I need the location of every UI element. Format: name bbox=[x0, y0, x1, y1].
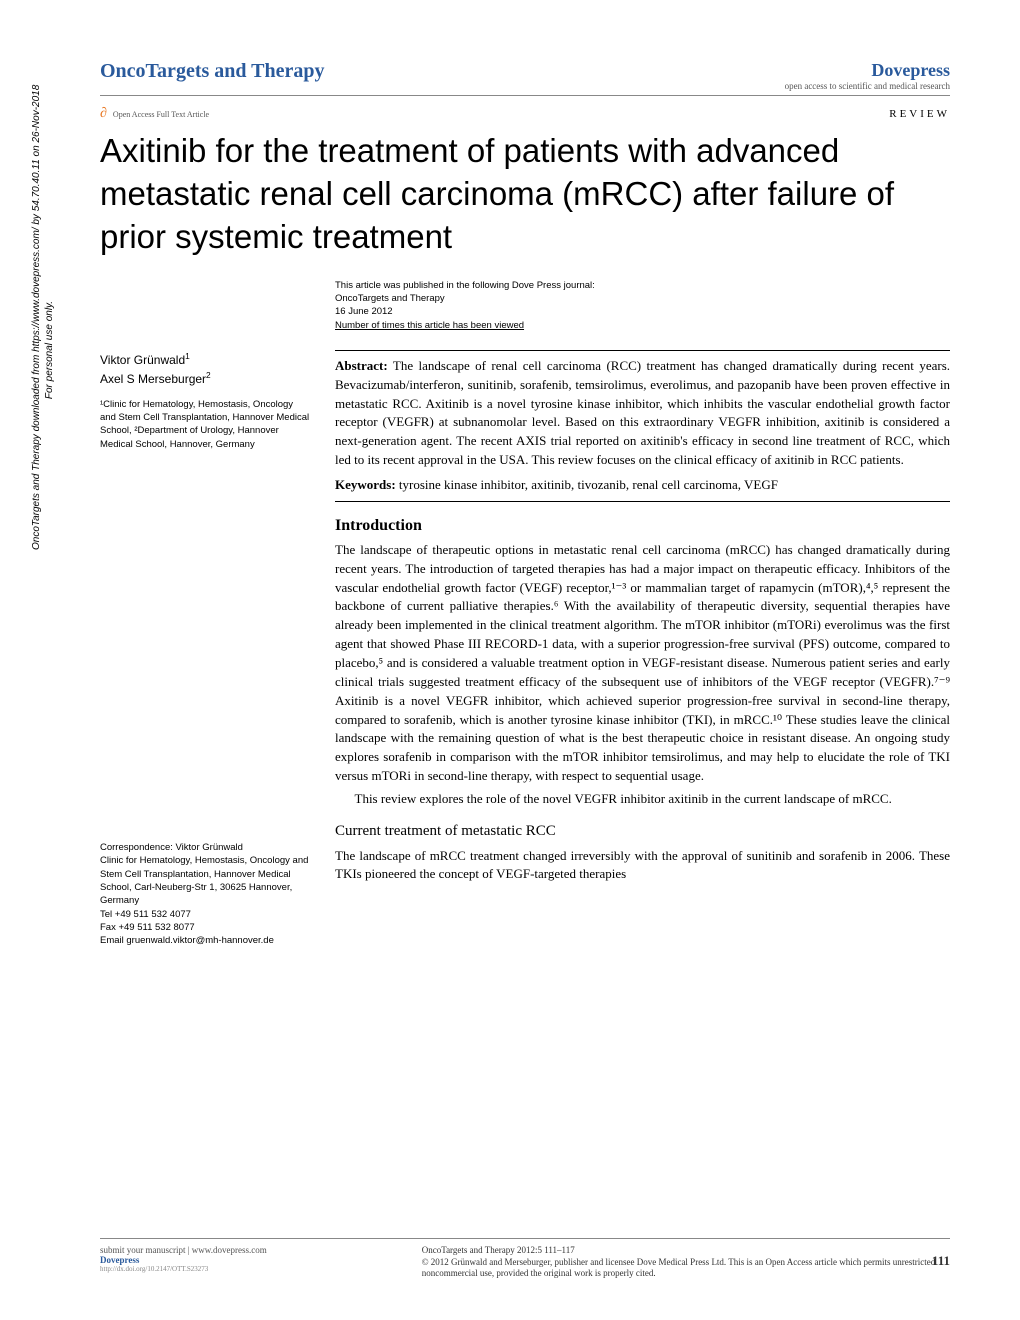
intro-para-2: This review explores the role of the nov… bbox=[335, 790, 950, 809]
authors-block: Viktor Grünwald1 Axel S Merseburger2 bbox=[100, 350, 310, 388]
corr-label: Correspondence: Viktor Grünwald bbox=[100, 841, 310, 854]
author-1-aff: 1 bbox=[185, 351, 190, 361]
footer-right: OncoTargets and Therapy 2012:5 111–117 1… bbox=[422, 1245, 950, 1280]
author-2: Axel S Merseburger bbox=[100, 372, 206, 386]
views-link[interactable]: Number of times this article has been vi… bbox=[335, 319, 950, 332]
open-access-label: Open Access Full Text Article bbox=[113, 110, 209, 119]
corr-email: Email gruenwald.viktor@mh-hannover.de bbox=[100, 934, 310, 947]
subsection-heading: Current treatment of metastatic RCC bbox=[335, 821, 950, 843]
page-number: 111 bbox=[932, 1253, 950, 1270]
intro-para-1: The landscape of therapeutic options in … bbox=[335, 541, 950, 786]
corr-tel: Tel +49 511 532 4077 bbox=[100, 908, 310, 921]
publication-info: This article was published in the follow… bbox=[335, 279, 950, 332]
author-2-aff: 2 bbox=[206, 370, 211, 380]
pub-line: This article was published in the follow… bbox=[335, 279, 950, 292]
footer-logo: Dovepress bbox=[100, 1255, 267, 1265]
article-title: Axitinib for the treatment of patients w… bbox=[100, 130, 950, 259]
sub1-para-1: The landscape of mRCC treatment changed … bbox=[335, 847, 950, 885]
article-type: REVIEW bbox=[889, 108, 950, 120]
citation: OncoTargets and Therapy 2012:5 111–117 bbox=[422, 1245, 575, 1255]
correspondence-block: Correspondence: Viktor Grünwald Clinic f… bbox=[100, 841, 310, 947]
page-footer: submit your manuscript | www.dovepress.c… bbox=[100, 1238, 950, 1280]
author-1: Viktor Grünwald bbox=[100, 353, 185, 367]
open-access-badge: ∂ Open Access Full Text Article bbox=[100, 106, 209, 122]
open-access-row: ∂ Open Access Full Text Article REVIEW bbox=[100, 106, 950, 122]
pub-journal: OncoTargets and Therapy bbox=[335, 292, 950, 305]
publisher-logo: Dovepress bbox=[785, 60, 950, 81]
main-columns: Viktor Grünwald1 Axel S Merseburger2 ¹Cl… bbox=[100, 350, 950, 948]
left-column: Viktor Grünwald1 Axel S Merseburger2 ¹Cl… bbox=[100, 350, 310, 948]
doi-link[interactable]: http://dx.doi.org/10.2147/OTT.S23273 bbox=[100, 1265, 267, 1273]
keywords: Keywords: tyrosine kinase inhibitor, axi… bbox=[335, 476, 950, 495]
abstract-text: Abstract: The landscape of renal cell ca… bbox=[335, 357, 950, 470]
publisher-tagline: open access to scientific and medical re… bbox=[785, 81, 950, 91]
publisher-block: Dovepress open access to scientific and … bbox=[785, 60, 950, 91]
pub-date: 16 June 2012 bbox=[335, 305, 950, 318]
corr-address: Clinic for Hematology, Hemostasis, Oncol… bbox=[100, 854, 310, 907]
right-column: Abstract: The landscape of renal cell ca… bbox=[335, 350, 950, 948]
page-header: OncoTargets and Therapy Dovepress open a… bbox=[100, 60, 950, 96]
corr-fax: Fax +49 511 532 8077 bbox=[100, 921, 310, 934]
submit-link[interactable]: submit your manuscript | www.dovepress.c… bbox=[100, 1245, 267, 1255]
footer-left: submit your manuscript | www.dovepress.c… bbox=[100, 1245, 267, 1280]
affiliations: ¹Clinic for Hematology, Hemostasis, Onco… bbox=[100, 398, 310, 451]
open-access-icon: ∂ bbox=[100, 106, 107, 122]
copyright: © 2012 Grünwald and Merseburger, publish… bbox=[422, 1257, 936, 1279]
intro-heading: Introduction bbox=[335, 514, 950, 537]
abstract-block: Abstract: The landscape of renal cell ca… bbox=[335, 350, 950, 502]
download-watermark: OncoTargets and Therapy downloaded from … bbox=[30, 150, 56, 550]
journal-name: OncoTargets and Therapy bbox=[100, 60, 324, 83]
